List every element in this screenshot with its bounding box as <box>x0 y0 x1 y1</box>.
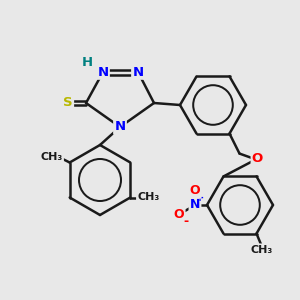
Text: CH₃: CH₃ <box>137 193 159 202</box>
Text: O: O <box>252 152 263 165</box>
Text: N: N <box>98 65 109 79</box>
Text: O: O <box>174 208 184 221</box>
Text: H: H <box>81 56 93 68</box>
Text: S: S <box>63 97 73 110</box>
Text: N: N <box>190 199 200 212</box>
Text: O: O <box>190 184 200 197</box>
Text: CH₃: CH₃ <box>250 244 273 255</box>
Text: CH₃: CH₃ <box>40 152 63 163</box>
Text: -: - <box>183 214 189 227</box>
Text: N: N <box>132 65 144 79</box>
Text: N: N <box>114 121 126 134</box>
Text: +: + <box>196 193 204 203</box>
